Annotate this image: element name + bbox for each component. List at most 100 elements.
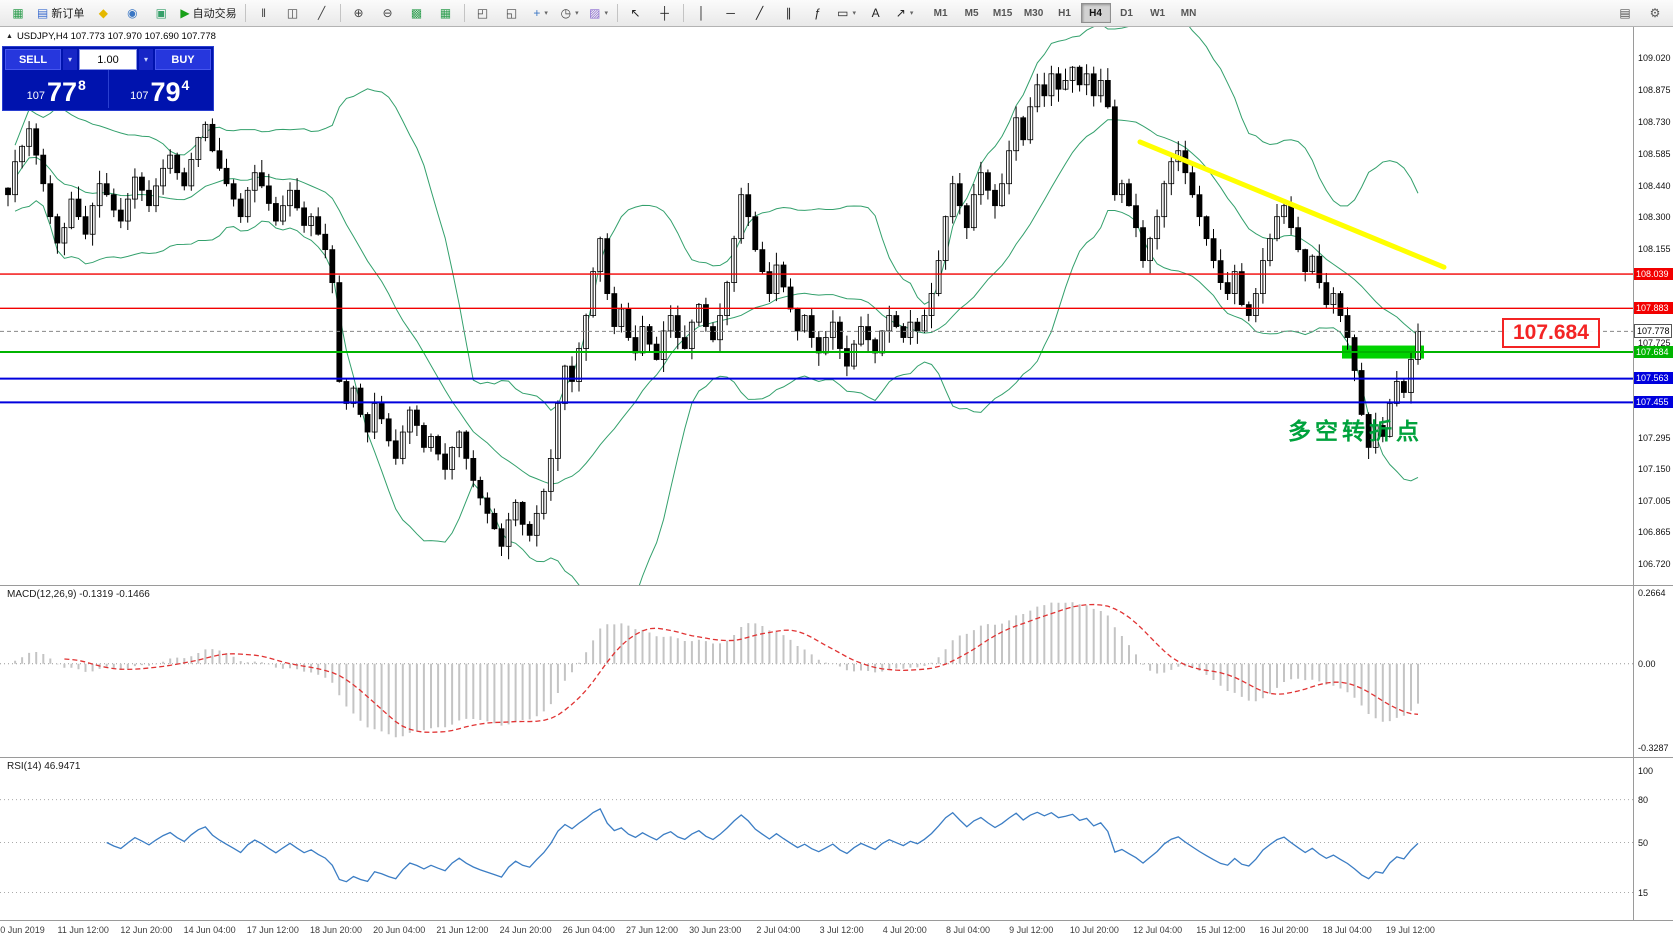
timeframe-h1[interactable]: H1 [1058, 7, 1071, 19]
symbol-line: ▲ USDJPY,H4 107.773 107.970 107.690 107.… [6, 31, 216, 42]
toolbar-right-group: ▤ ⚙ [1611, 2, 1669, 24]
vertical-line-icon[interactable]: │ [688, 2, 716, 24]
periods-icon: ◷ [560, 6, 572, 20]
price-callout-label[interactable]: 107.684 [1502, 318, 1600, 348]
timeframe-w1[interactable]: W1 [1150, 7, 1166, 19]
periods-icon[interactable]: ◷ ▾ [556, 2, 584, 24]
timeframe-m15[interactable]: M15 [992, 7, 1013, 19]
volume-dropdown-icon[interactable]: ▾ [139, 49, 153, 70]
price-tick: 106.865 [1638, 527, 1671, 538]
one-click-price-row: 107 77 8 107 79 4 [5, 70, 211, 108]
chart-shift-icon[interactable]: ▦ [432, 2, 460, 24]
date-label: 2 Jul 04:00 [756, 925, 801, 935]
price-tag-107.684: 107.684 [1634, 345, 1673, 358]
price-scale[interactable]: 109.020 108.875 108.730 108.585 108.440 108.3… [1633, 27, 1673, 585]
cascade-windows-icon: ◱ [505, 6, 518, 20]
cascade-windows-icon[interactable]: ◱ [498, 2, 526, 24]
rsi-scale-tick: 15 [1638, 887, 1649, 898]
bar-chart-icon[interactable]: ‖ [250, 2, 278, 24]
rsi-scale-tick: 50 [1638, 837, 1649, 848]
collapse-panel-icon[interactable]: ▲ [6, 33, 13, 40]
panel-separator [0, 757, 1673, 758]
tile-windows-icon[interactable]: ◰ [469, 2, 497, 24]
chart-list-icon[interactable]: ▤ [1611, 2, 1639, 24]
text-icon: A [871, 6, 880, 20]
volume-input[interactable] [79, 49, 137, 70]
date-label: 16 Jul 20:00 [1259, 925, 1309, 935]
zoom-in-icon: ⊕ [353, 6, 364, 20]
price-divider [107, 70, 109, 108]
main-chart-canvas[interactable] [0, 27, 1673, 585]
date-label: 14 Jun 04:00 [183, 925, 236, 935]
bollinger-middle-band [14, 119, 1419, 485]
timeframe-d1[interactable]: D1 [1120, 7, 1133, 19]
toolbar-separator [339, 4, 341, 22]
toolbar-left-group: ▦ ▤ 新订单 ◆ ◉ ▣ ▶ 自动交易 ‖ ◫ ╱ ⊕ ⊖ ▩ ▦ ◰ ◱ + ▾ ◷ ▾ ▨ ▾ ↖ ┼ │ ─ ╱ ∥ ƒ ▭ ▾ A ↗ ▾ [4, 2, 919, 24]
date-label: 4 Jul 20:00 [882, 925, 927, 935]
fibonacci-icon: ƒ [814, 6, 821, 20]
horizontal-line-icon[interactable]: ─ [717, 2, 745, 24]
panel-separator [0, 920, 1673, 921]
macd-scale[interactable]: 0.2664 0.00 -0.3287 [1633, 585, 1673, 757]
timeframe-m5[interactable]: M5 [964, 7, 979, 19]
price-tick: 107.725 [1638, 338, 1671, 349]
settings-gear-icon[interactable]: ⚙ [1641, 2, 1669, 24]
sell-price-main: 77 [47, 77, 78, 107]
templates-icon[interactable]: ▨ ▾ [585, 2, 613, 24]
channel-icon[interactable]: ∥ [775, 2, 803, 24]
timeframe-m30[interactable]: M30 [1023, 7, 1044, 19]
metaquotes-icon[interactable]: ◆ [89, 2, 117, 24]
timeframe-h4[interactable]: H4 [1080, 3, 1111, 23]
buy-price[interactable]: 107 79 4 [109, 70, 212, 108]
bollinger-lower-band [14, 200, 1419, 585]
zoom-in-icon[interactable]: ⊕ [345, 2, 373, 24]
text-icon[interactable]: A [862, 2, 890, 24]
chart-shift-icon: ▦ [439, 6, 452, 20]
toolbar-separator [682, 4, 684, 22]
yellow-trendline[interactable] [1137, 139, 1447, 270]
macd-scale-min: -0.3287 [1638, 743, 1669, 753]
sell-price[interactable]: 107 77 8 [5, 70, 108, 108]
market-watch-icon: ◉ [127, 6, 138, 20]
sell-button[interactable]: SELL [5, 49, 61, 70]
line-chart-icon[interactable]: ╱ [308, 2, 336, 24]
market-watch-icon[interactable]: ◉ [118, 2, 146, 24]
auto-scroll-icon[interactable]: ▩ [403, 2, 431, 24]
zoom-out-icon[interactable]: ⊖ [374, 2, 402, 24]
trendline-icon[interactable]: ╱ [746, 2, 774, 24]
autotrading-button: ▶ [180, 6, 190, 20]
sell-dropdown-icon[interactable]: ▾ [63, 49, 77, 70]
navigator-icon[interactable]: ▣ [147, 2, 175, 24]
timeframe-m1[interactable]: M1 [933, 7, 948, 19]
date-label: 15 Jul 12:00 [1196, 925, 1246, 935]
new-order-button[interactable]: ▤ 新订单 [33, 2, 88, 24]
time-axis[interactable]: 10 Jun 2019 11 Jun 12:00 12 Jun 20:00 14 Ju… [0, 920, 1673, 951]
price-tick: 106.720 [1638, 558, 1671, 569]
turning-point-label[interactable]: 多空转折点 [1288, 418, 1423, 444]
crosshair-icon[interactable]: ┼ [651, 2, 679, 24]
macd-indicator-label: MACD(12,26,9) -0.1319 -0.1466 [7, 589, 150, 600]
indicators-icon[interactable]: + ▾ [527, 2, 555, 24]
fibonacci-icon[interactable]: ƒ [804, 2, 832, 24]
timeframe-mn[interactable]: MN [1180, 7, 1197, 19]
arrows-icon[interactable]: ↗ ▾ [891, 2, 919, 24]
date-label: 3 Jul 12:00 [819, 925, 864, 935]
price-tick: 108.875 [1638, 85, 1671, 96]
chart-window-icon[interactable]: ▦ [4, 2, 32, 24]
date-label: 20 Jun 04:00 [373, 925, 426, 935]
chevron-down-icon: ▾ [852, 10, 856, 17]
autotrading-button[interactable]: ▶ 自动交易 [176, 2, 240, 24]
date-label: 19 Jul 12:00 [1385, 925, 1435, 935]
vertical-line-icon: │ [697, 6, 706, 20]
rsi-canvas[interactable] [0, 757, 1673, 920]
date-label: 21 Jun 12:00 [436, 925, 489, 935]
candlestick-chart-icon[interactable]: ◫ [279, 2, 307, 24]
macd-canvas[interactable] [0, 585, 1673, 757]
templates-icon: ▨ [589, 6, 601, 20]
chevron-down-icon: ▾ [909, 10, 914, 17]
shapes-icon[interactable]: ▭ ▾ [833, 2, 861, 24]
rsi-scale[interactable]: 100 80 50 15 [1633, 757, 1673, 920]
buy-button[interactable]: BUY [155, 49, 211, 70]
cursor-icon[interactable]: ↖ [622, 2, 650, 24]
new-order-button-label: 新订单 [51, 8, 85, 20]
